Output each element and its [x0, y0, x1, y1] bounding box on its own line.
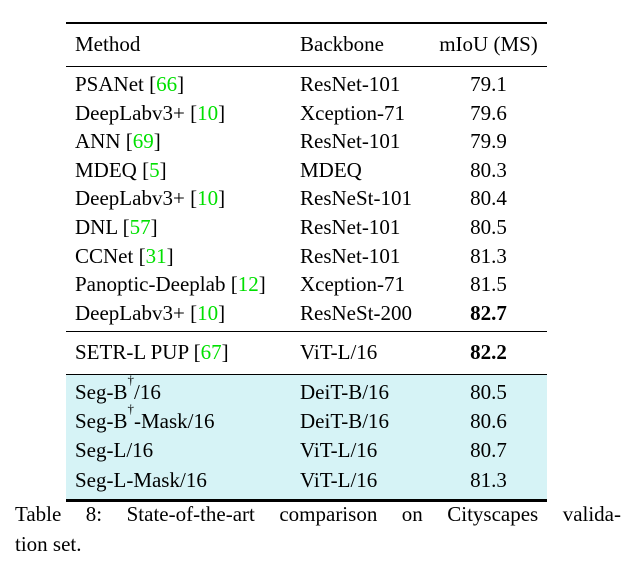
table-row: DeepLabv3+ [10] ResNeSt-200 82.7 — [66, 299, 547, 332]
method-cell: Seg-B†-Mask/16 — [66, 402, 300, 436]
backbone-cell: DeiT-B/16 — [300, 409, 390, 434]
table-row: DeepLabv3+ [10] Xception-71 79.6 — [66, 99, 547, 128]
method-name: DNL — [75, 214, 118, 239]
miou-cell: 80.4 — [470, 186, 507, 211]
table-row: MDEQ [5] MDEQ 80.3 — [66, 156, 547, 185]
citation-link[interactable]: 10 — [197, 186, 219, 211]
column-header-miou: mIoU (MS) — [430, 23, 547, 67]
table-row: CCNet [31] ResNet-101 81.3 — [66, 242, 547, 271]
miou-cell: 82.7 — [470, 300, 507, 325]
backbone-cell: ResNet-101 — [300, 129, 401, 154]
miou-cell: 81.5 — [470, 272, 507, 297]
table-section-segmenter: Seg-B†/16 DeiT-B/16 80.5 Seg-B†-Mask/16 DeiT… — [66, 371, 547, 501]
backbone-cell: DeiT-B/16 — [300, 379, 390, 404]
table-row: PSANet [66] ResNet-101 79.1 — [66, 67, 547, 99]
table-wrapper: Method Backbone mIoU (MS) PSANet [66] Res… — [66, 22, 547, 502]
miou-cell: 80.5 — [470, 214, 507, 239]
dagger-superscript: † — [127, 371, 135, 387]
method-name: PSANet — [75, 72, 144, 96]
method-name: DeepLabv3+ — [75, 186, 185, 211]
dagger-superscript: † — [127, 400, 135, 416]
table-caption: Table 8: State-of-the-art comparison on … — [15, 499, 621, 559]
column-header-backbone: Backbone — [300, 23, 430, 67]
method-name: CCNet — [75, 243, 134, 268]
miou-cell: 79.1 — [470, 72, 507, 96]
backbone-cell: ViT-L/16 — [300, 340, 378, 365]
method-name-suffix: -Mask/16 — [134, 409, 215, 434]
method-cell: DeepLabv3+ [10] — [75, 186, 226, 211]
miou-cell: 80.7 — [470, 438, 507, 463]
backbone-cell: MDEQ — [300, 157, 362, 182]
method-cell: SETR-L PUP [67] — [75, 340, 229, 365]
caption-line-2: tion set. — [15, 532, 82, 556]
backbone-cell: ResNet-101 — [300, 243, 401, 268]
column-header-method: Method — [66, 23, 300, 67]
citation-link[interactable]: 57 — [129, 214, 151, 239]
miou-cell: 80.6 — [470, 409, 507, 434]
method-name-suffix: /16 — [134, 379, 161, 404]
miou-cell: 81.3 — [470, 243, 507, 268]
method-cell: PSANet [66] — [75, 72, 185, 96]
method-name: Seg-B — [75, 409, 128, 434]
table-row: Panoptic-Deeplab [12] Xception-71 81.5 — [66, 270, 547, 299]
miou-cell: 79.9 — [470, 129, 507, 154]
backbone-cell: ResNeSt-101 — [300, 186, 412, 211]
method-name: Seg-L-Mask/16 — [75, 467, 207, 492]
backbone-cell: ViT-L/16 — [300, 438, 378, 463]
table-row: DNL [57] ResNet-101 80.5 — [66, 213, 547, 242]
caption-line-1: Table 8: State-of-the-art comparison on … — [15, 502, 621, 526]
table-header: Method Backbone mIoU (MS) — [66, 23, 547, 67]
table-section-setr: SETR-L PUP [67] ViT-L/16 82.2 — [66, 331, 547, 375]
method-name: Seg-B — [75, 379, 128, 404]
miou-cell: 80.5 — [470, 379, 507, 404]
header-row: Method Backbone mIoU (MS) — [66, 23, 547, 67]
method-cell: CCNet [31] — [75, 243, 174, 268]
method-name: SETR-L PUP — [75, 340, 189, 365]
table-row: ANN [69] ResNet-101 79.9 — [66, 127, 547, 156]
backbone-cell: ResNet-101 — [300, 214, 401, 239]
method-cell: MDEQ [5] — [75, 157, 167, 182]
method-cell: Seg-L/16 — [66, 436, 300, 465]
table-row: SETR-L PUP [67] ViT-L/16 82.2 — [66, 332, 547, 375]
method-name: DeepLabv3+ — [75, 100, 185, 125]
method-name: Seg-L/16 — [75, 438, 154, 463]
citation-link[interactable]: 67 — [200, 340, 222, 365]
method-cell: Panoptic-Deeplab [12] — [75, 272, 266, 297]
method-cell: DeepLabv3+ [10] — [75, 300, 226, 325]
miou-cell: 79.6 — [470, 100, 507, 125]
citation-link[interactable]: 69 — [132, 129, 154, 154]
backbone-cell: ResNeSt-200 — [300, 300, 412, 325]
backbone-cell: Xception-71 — [300, 272, 405, 297]
table-row: Seg-L-Mask/16 ViT-L/16 81.3 — [66, 466, 547, 501]
method-name: Panoptic-Deeplab — [75, 272, 226, 297]
method-cell: DeepLabv3+ [10] — [75, 100, 226, 125]
table-row: Seg-L/16 ViT-L/16 80.7 — [66, 436, 547, 465]
method-name: DeepLabv3+ — [75, 300, 185, 325]
method-cell: Seg-B†/16 — [66, 371, 300, 407]
method-cell: Seg-L-Mask/16 — [66, 466, 300, 501]
method-cell: ANN [69] — [75, 129, 161, 154]
table-row: Seg-B†/16 DeiT-B/16 80.5 — [66, 371, 547, 407]
miou-cell: 81.3 — [470, 467, 507, 492]
results-table: Method Backbone mIoU (MS) PSANet [66] Res… — [66, 22, 547, 502]
miou-cell: 80.3 — [470, 157, 507, 182]
citation-link[interactable]: 12 — [237, 272, 259, 297]
backbone-cell: ResNet-101 — [300, 72, 401, 96]
table-row: DeepLabv3+ [10] ResNeSt-101 80.4 — [66, 184, 547, 213]
method-name: ANN — [75, 129, 121, 154]
table-section-prior-work: PSANet [66] ResNet-101 79.1 DeepLabv3+ [10]… — [66, 67, 547, 332]
miou-cell: 82.2 — [470, 340, 507, 365]
method-cell: DNL [57] — [75, 214, 158, 239]
method-name: MDEQ — [75, 157, 137, 182]
citation-link[interactable]: 10 — [197, 100, 219, 125]
citation-link[interactable]: 5 — [149, 157, 160, 182]
backbone-cell: Xception-71 — [300, 100, 405, 125]
citation-link[interactable]: 10 — [197, 300, 219, 325]
citation-link[interactable]: 66 — [156, 72, 178, 96]
citation-link[interactable]: 31 — [145, 243, 167, 268]
backbone-cell: ViT-L/16 — [300, 467, 378, 492]
table-row: Seg-B†-Mask/16 DeiT-B/16 80.6 — [66, 402, 547, 436]
